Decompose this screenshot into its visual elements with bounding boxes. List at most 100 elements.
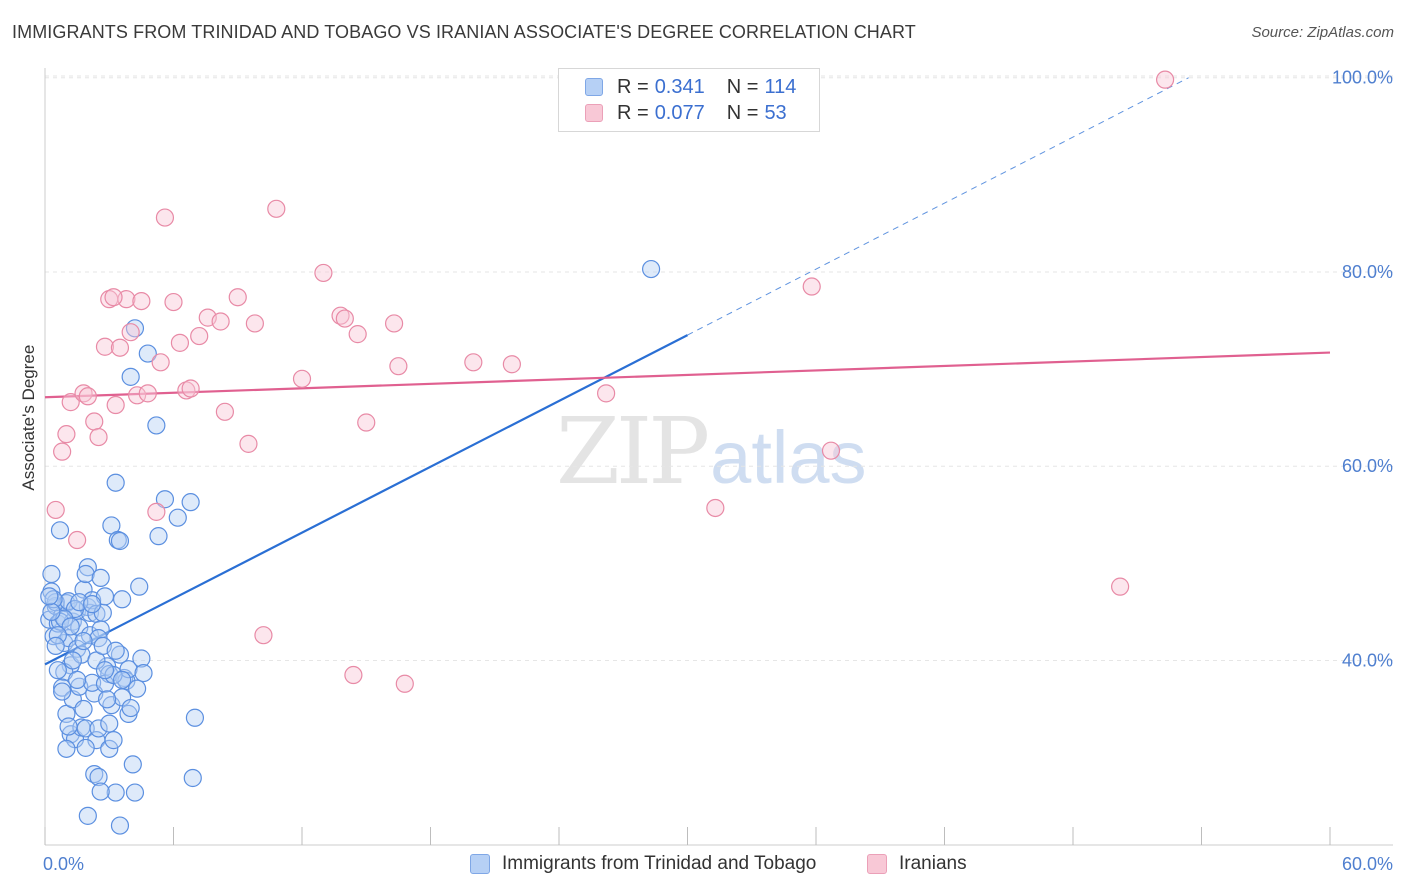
point-iranian <box>344 665 363 685</box>
point-trinidad <box>112 590 132 609</box>
point-trinidad <box>74 631 93 651</box>
point-trinidad <box>63 651 82 670</box>
point-iranian <box>1155 70 1175 89</box>
legend-swatch-pink <box>585 104 603 122</box>
point-trinidad <box>59 717 78 736</box>
point-trinidad <box>147 416 166 435</box>
point-trinidad <box>121 367 140 386</box>
point-iranian <box>89 427 108 447</box>
point-trinidad <box>134 663 153 683</box>
point-trinidad <box>104 731 123 750</box>
point-iranian <box>395 674 414 693</box>
point-iranian <box>46 500 65 520</box>
trend-line-iranian <box>44 351 1331 399</box>
point-trinidad <box>100 739 119 758</box>
point-iranian <box>348 325 367 344</box>
point-trinidad <box>149 527 168 546</box>
trend-extension-trinidad <box>687 77 1189 336</box>
chart-title: IMMIGRANTS FROM TRINIDAD AND TOBAGO VS I… <box>12 22 916 42</box>
point-trinidad <box>106 783 125 802</box>
series-swatch-pink <box>867 854 887 874</box>
point-iranian <box>106 395 125 415</box>
point-trinidad <box>132 649 151 668</box>
legend-n-label: N = <box>726 75 759 98</box>
point-iranian <box>155 208 175 227</box>
point-trinidad <box>183 768 202 788</box>
point-trinidad <box>40 587 59 606</box>
y-tick-label: 60.0% <box>1342 456 1393 476</box>
legend-r-label: R = <box>617 101 649 124</box>
point-iranian <box>292 369 312 388</box>
watermark-atlas: atlas <box>710 416 867 499</box>
point-trinidad <box>104 665 123 685</box>
point-iranian <box>132 292 151 311</box>
x-tick-label: 60.0% <box>1342 854 1393 874</box>
axis-labels: 40.0% 60.0% 80.0% 100.0% 0.0% 60.0% Associate'… <box>19 68 1393 874</box>
point-iranian <box>147 502 166 521</box>
point-trinidad <box>112 670 132 689</box>
point-iranian <box>138 384 157 403</box>
legend-r-value: 0.077 <box>654 101 705 124</box>
trend-line-trinidad <box>44 334 689 666</box>
point-trinidad <box>48 661 67 680</box>
trend-lines <box>44 77 1331 666</box>
point-trinidad <box>68 670 87 689</box>
series-name-iranians: Iranians <box>899 853 967 874</box>
point-trinidad <box>42 564 61 584</box>
point-iranian <box>357 413 376 432</box>
axes <box>44 68 1393 846</box>
point-trinidad <box>42 602 61 622</box>
point-trinidad <box>53 682 72 701</box>
point-iranian <box>181 379 200 398</box>
point-trinidad <box>127 679 147 698</box>
point-trinidad <box>155 490 175 509</box>
point-trinidad <box>57 739 76 758</box>
point-trinidad <box>78 806 97 825</box>
point-iranian <box>597 384 616 403</box>
legend-r-label: R = <box>617 75 649 98</box>
grid-lines <box>45 75 1393 661</box>
legend-r-value: 0.341 <box>654 75 705 98</box>
y-tick-label: 80.0% <box>1342 262 1393 282</box>
point-iranian <box>802 277 821 296</box>
point-iranian <box>95 337 115 356</box>
point-trinidad <box>168 508 187 527</box>
point-iranian <box>164 292 183 312</box>
point-iranian <box>335 309 354 328</box>
point-trinidad <box>91 568 110 588</box>
point-trinidad <box>78 558 97 577</box>
point-trinidad <box>91 782 110 801</box>
point-trinidad <box>185 708 205 727</box>
point-iranian <box>706 498 725 518</box>
point-iranian <box>239 434 258 453</box>
point-trinidad <box>89 719 108 738</box>
source-label: Source: ZipAtlas.com <box>1251 24 1394 41</box>
series-legend-iranians: Iranians <box>867 851 967 877</box>
point-trinidad <box>98 690 117 709</box>
point-iranian <box>104 288 123 307</box>
data-points <box>40 70 1175 835</box>
point-trinidad <box>100 714 119 733</box>
point-iranian <box>85 412 104 431</box>
point-iranian <box>211 312 230 331</box>
series-legend-trinidad: Immigrants from Trinidad and Tobago <box>470 851 816 877</box>
point-iranian <box>384 314 404 333</box>
point-iranian <box>821 441 841 460</box>
point-trinidad <box>89 767 108 787</box>
legend-n-value: 114 <box>764 75 797 98</box>
point-trinidad <box>50 521 70 540</box>
point-trinidad <box>83 673 102 692</box>
point-trinidad <box>74 699 93 719</box>
point-iranian <box>68 530 87 550</box>
point-trinidad <box>641 259 661 279</box>
point-trinidad <box>61 617 80 636</box>
legend-row-trinidad: R = 0.341 N = 114 <box>585 75 796 99</box>
point-iranian <box>1111 577 1130 596</box>
y-axis-label: Associate's Degree <box>19 345 38 491</box>
point-iranian <box>245 314 264 333</box>
point-trinidad <box>110 531 130 551</box>
point-trinidad <box>106 473 125 492</box>
point-trinidad <box>83 595 102 614</box>
point-iranian <box>61 393 80 412</box>
